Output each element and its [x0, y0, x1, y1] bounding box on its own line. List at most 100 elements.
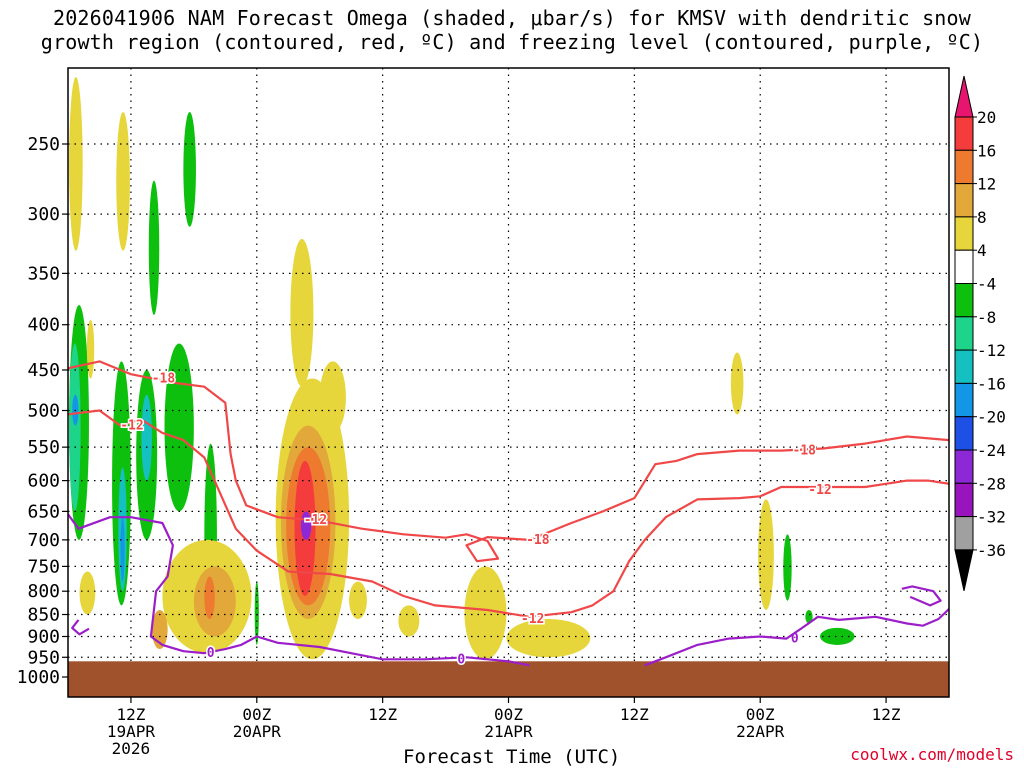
- dendritic-contour-label: -12: [304, 513, 327, 528]
- colorbar-swatch: [954, 449, 974, 484]
- x-tick-date: 22APR: [736, 722, 785, 741]
- omega-shade-region: [183, 111, 196, 227]
- colorbar-label: 8: [977, 208, 987, 227]
- dendritic-contour-label: -18: [526, 533, 550, 548]
- y-tick-label: 700: [27, 530, 60, 551]
- dendritic-contour: [68, 409, 949, 618]
- ground-fill: [68, 661, 949, 697]
- colorbar-swatch-top-arrow: [954, 75, 974, 118]
- chart-title-line2: growth region (contoured, red, ºC) and f…: [40, 30, 984, 54]
- colorbar-label: 20: [977, 108, 996, 127]
- omega-shade-region: [164, 343, 194, 512]
- y-tick-label: 850: [27, 605, 60, 626]
- omega-shade-region: [805, 609, 813, 624]
- dendritic-contour-label: -18: [152, 371, 176, 386]
- omega-shade-region: [758, 499, 774, 610]
- colorbar-label: -36: [977, 541, 1006, 560]
- colorbar-label: -12: [977, 341, 1006, 360]
- chart-title: 2026041906 NAM Forecast Omega (shaded, μ…: [0, 6, 1024, 54]
- colorbar-swatch: [954, 249, 974, 284]
- y-axis: 2503003504004505005506006507007508008509…: [17, 134, 68, 688]
- ground-layer: [68, 661, 949, 697]
- omega-shade-region: [148, 180, 160, 315]
- colorbar-label: -28: [977, 474, 1006, 493]
- y-tick-label: 950: [27, 647, 60, 668]
- colorbar-swatch: [954, 382, 974, 418]
- omega-shade-region: [464, 566, 507, 660]
- omega-shade-region: [69, 343, 81, 512]
- omega-shade-region: [349, 581, 367, 620]
- y-tick-label: 600: [27, 471, 60, 492]
- colorbar-label: -24: [977, 441, 1006, 460]
- freezing-level-contour-label: 0: [457, 652, 465, 667]
- grid-layer: [68, 68, 949, 697]
- omega-shade-region: [730, 352, 744, 415]
- y-tick-label: 900: [27, 626, 60, 647]
- x-tick-date: 19APR: [107, 722, 156, 741]
- colorbar-label: 4: [977, 241, 987, 260]
- y-tick-label: 1000: [17, 667, 60, 688]
- y-tick-label: 250: [27, 134, 60, 155]
- x-axis-title: Forecast Time (UTC): [403, 746, 621, 768]
- colorbar-swatch: [954, 482, 974, 518]
- colorbar-label: -16: [977, 374, 1006, 393]
- colorbar: 20 16 12 8 4 -4 -8 -12 -16 -20 -24 -28 -32 -36: [954, 75, 1006, 592]
- omega-shade-region: [79, 571, 96, 615]
- colorbar-swatch: [954, 216, 974, 251]
- freezing-level-contour-label: 0: [207, 646, 215, 661]
- colorbar-swatch: [954, 283, 974, 318]
- omega-shade-region: [506, 619, 591, 658]
- dendritic-contour-label: -12: [120, 419, 143, 434]
- freezing-level-contour-label: 0: [791, 632, 799, 647]
- colorbar-swatch: [954, 183, 974, 218]
- freezing-level-contour: [71, 619, 90, 636]
- omega-shade-region: [319, 361, 346, 433]
- source-credit[interactable]: coolwx.com/models: [850, 745, 1014, 764]
- x-tick-label: 12Z: [368, 705, 397, 724]
- omega-shade-region: [193, 566, 236, 637]
- colorbar-label: 12: [977, 175, 996, 194]
- omega-shade-region: [398, 605, 420, 637]
- freezing-level-contour: [644, 608, 949, 667]
- freezing-level-contour: [901, 585, 942, 607]
- x-tick-label: 00Z: [242, 705, 271, 724]
- x-tick-label: 12Z: [872, 705, 901, 724]
- omega-shade-region: [120, 517, 125, 582]
- omega-shade-region: [141, 394, 152, 481]
- colorbar-swatch: [954, 349, 974, 384]
- omega-shade-region: [254, 581, 259, 645]
- colorbar-label: -20: [977, 408, 1006, 427]
- omega-shade-region: [204, 576, 215, 620]
- omega-shade-region: [69, 76, 83, 251]
- y-tick-label: 550: [27, 437, 60, 458]
- colorbar-label: -8: [977, 308, 996, 327]
- y-tick-label: 400: [27, 315, 60, 336]
- dendritic-contour-label: -12: [521, 612, 544, 627]
- x-tick-label: 12Z: [620, 705, 649, 724]
- colorbar-label: 16: [977, 141, 996, 160]
- colorbar-swatch: [954, 416, 974, 451]
- dendritic-contour: [68, 360, 949, 563]
- colorbar-swatch: [954, 516, 974, 551]
- x-tick-label: 12Z: [116, 705, 145, 724]
- freezing-level-contour: [68, 513, 530, 667]
- x-tick-date: 20APR: [233, 722, 282, 741]
- x-tick-label: 00Z: [746, 705, 775, 724]
- colorbar-swatch: [954, 116, 974, 151]
- y-tick-label: 350: [27, 263, 60, 284]
- dendritic-contour-label: -12: [808, 483, 831, 498]
- y-tick-label: 800: [27, 581, 60, 602]
- omega-shade-region: [116, 111, 130, 251]
- y-tick-label: 750: [27, 556, 60, 577]
- y-tick-label: 300: [27, 204, 60, 225]
- x-tick-year: 2026: [112, 739, 151, 758]
- colorbar-swatch-bottom-arrow: [954, 549, 974, 592]
- y-tick-label: 450: [27, 360, 60, 381]
- x-tick-date: 21APR: [484, 722, 533, 741]
- y-tick-label: 650: [27, 501, 60, 522]
- omega-shade-region: [819, 627, 855, 645]
- chart-title-line1: 2026041906 NAM Forecast Omega (shaded, μ…: [52, 6, 972, 30]
- colorbar-swatch: [954, 149, 974, 185]
- omega-shade-region: [783, 534, 792, 601]
